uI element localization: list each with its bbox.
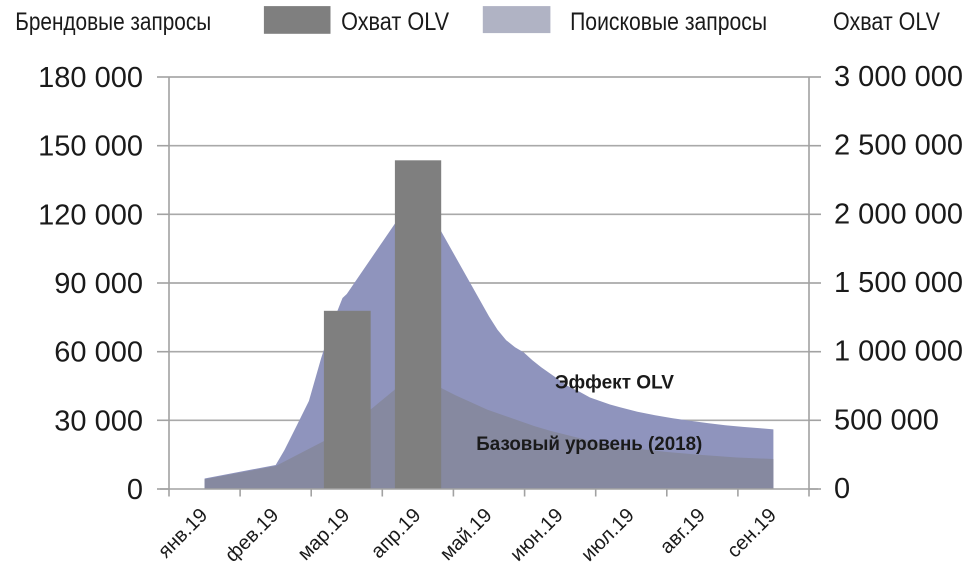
svg-text:150 000: 150 000 <box>38 131 143 163</box>
svg-text:0: 0 <box>127 474 143 506</box>
svg-text:500 000: 500 000 <box>834 404 939 436</box>
svg-text:2 000 000: 2 000 000 <box>834 198 963 230</box>
svg-text:Охват OLV: Охват OLV <box>341 8 449 36</box>
svg-text:90 000: 90 000 <box>54 268 143 300</box>
svg-text:Эффект OLV: Эффект OLV <box>555 373 674 394</box>
svg-text:60 000: 60 000 <box>54 337 143 369</box>
svg-text:180 000: 180 000 <box>38 62 143 94</box>
svg-text:0: 0 <box>834 473 850 505</box>
svg-text:2 500 000: 2 500 000 <box>834 130 963 162</box>
svg-text:1 000 000: 1 000 000 <box>834 336 963 368</box>
svg-text:120 000: 120 000 <box>38 199 143 231</box>
svg-text:Брендовые запросы: Брендовые запросы <box>15 8 211 36</box>
svg-text:Поисковые запросы: Поисковые запросы <box>570 8 767 36</box>
svg-text:Базовый уровень (2018): Базовый уровень (2018) <box>476 434 702 455</box>
svg-text:30 000: 30 000 <box>54 405 143 437</box>
svg-text:Охват OLV: Охват OLV <box>833 8 940 36</box>
svg-text:3 000 000: 3 000 000 <box>834 61 963 93</box>
svg-text:1 500 000: 1 500 000 <box>834 267 963 299</box>
